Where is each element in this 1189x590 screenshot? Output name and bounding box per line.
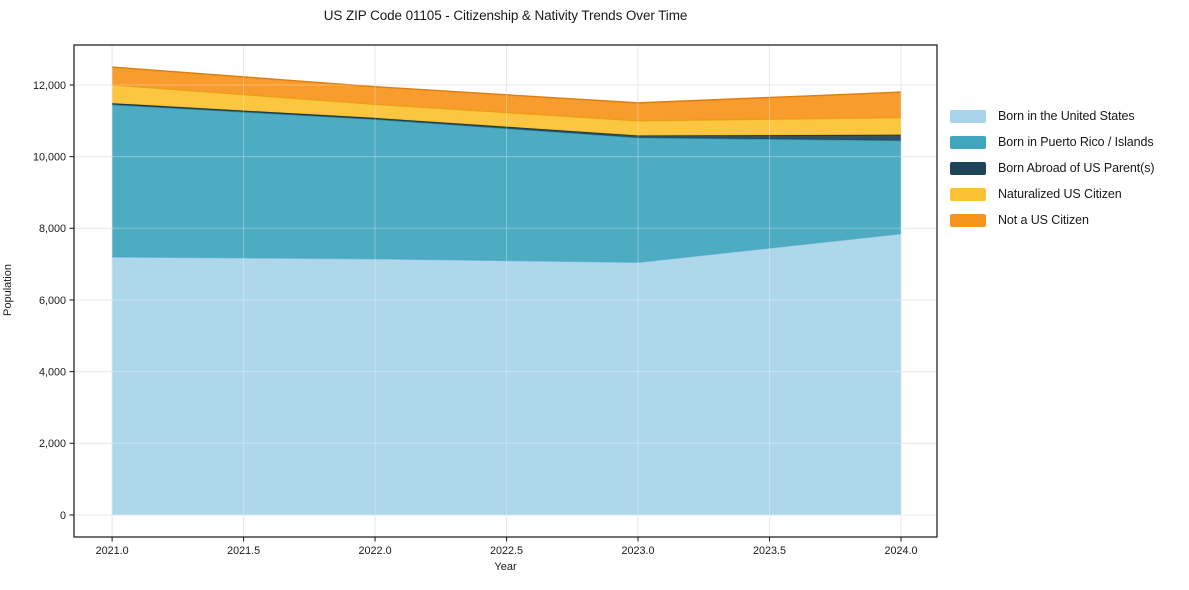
y-axis-label: Population [2,264,14,316]
y-tick-label: 0 [60,510,66,522]
x-tick-label: 2022.0 [359,545,392,557]
y-tick-label: 4,000 [39,366,66,378]
area-series-4 [112,67,901,121]
legend-swatch [950,109,986,123]
legend-label: Born Abroad of US Parent(s) [998,161,1155,175]
y-tick-label: 10,000 [33,151,66,163]
legend-label: Naturalized US Citizen [998,187,1122,201]
legend-label: Born in Puerto Rico / Islands [998,135,1154,149]
legend-swatch [950,135,986,149]
x-tick-label: 2024.0 [884,545,917,557]
legend-item-4: Not a US Citizen [950,207,1154,233]
y-tick-label: 2,000 [39,438,66,450]
y-tick-label: 8,000 [39,223,66,235]
area-series-1 [112,104,901,263]
legend-label: Born in the United States [998,109,1135,123]
legend-item-0: Born in the United States [950,103,1154,129]
axes-frame [73,44,938,538]
area-series-3 [112,84,901,136]
area-series-2 [112,103,901,141]
x-tick-label: 2023.5 [753,545,786,557]
legend-item-3: Naturalized US Citizen [950,181,1154,207]
legend-item-2: Born Abroad of US Parent(s) [950,155,1155,181]
x-tick-label: 2023.0 [622,545,655,557]
area-edge-4 [112,66,902,104]
x-axis-label: Year [494,561,517,573]
legend-item-1: Born in Puerto Rico / Islands [950,129,1154,155]
y-tick-label: 12,000 [33,80,66,92]
chart-title: US ZIP Code 01105 - Citizenship & Nativi… [323,8,688,23]
legend-swatch [950,161,986,175]
legend-label: Not a US Citizen [998,213,1089,227]
legend-swatch [950,187,986,201]
legend-swatch [950,213,986,227]
x-tick-label: 2021.5 [227,545,260,557]
area-series-0 [112,233,901,515]
y-tick-label: 6,000 [39,295,66,307]
legend: Born in the United States Born in Puerto … [950,103,1155,233]
x-tick-label: 2022.5 [490,545,523,557]
x-tick-label: 2021.0 [96,545,129,557]
